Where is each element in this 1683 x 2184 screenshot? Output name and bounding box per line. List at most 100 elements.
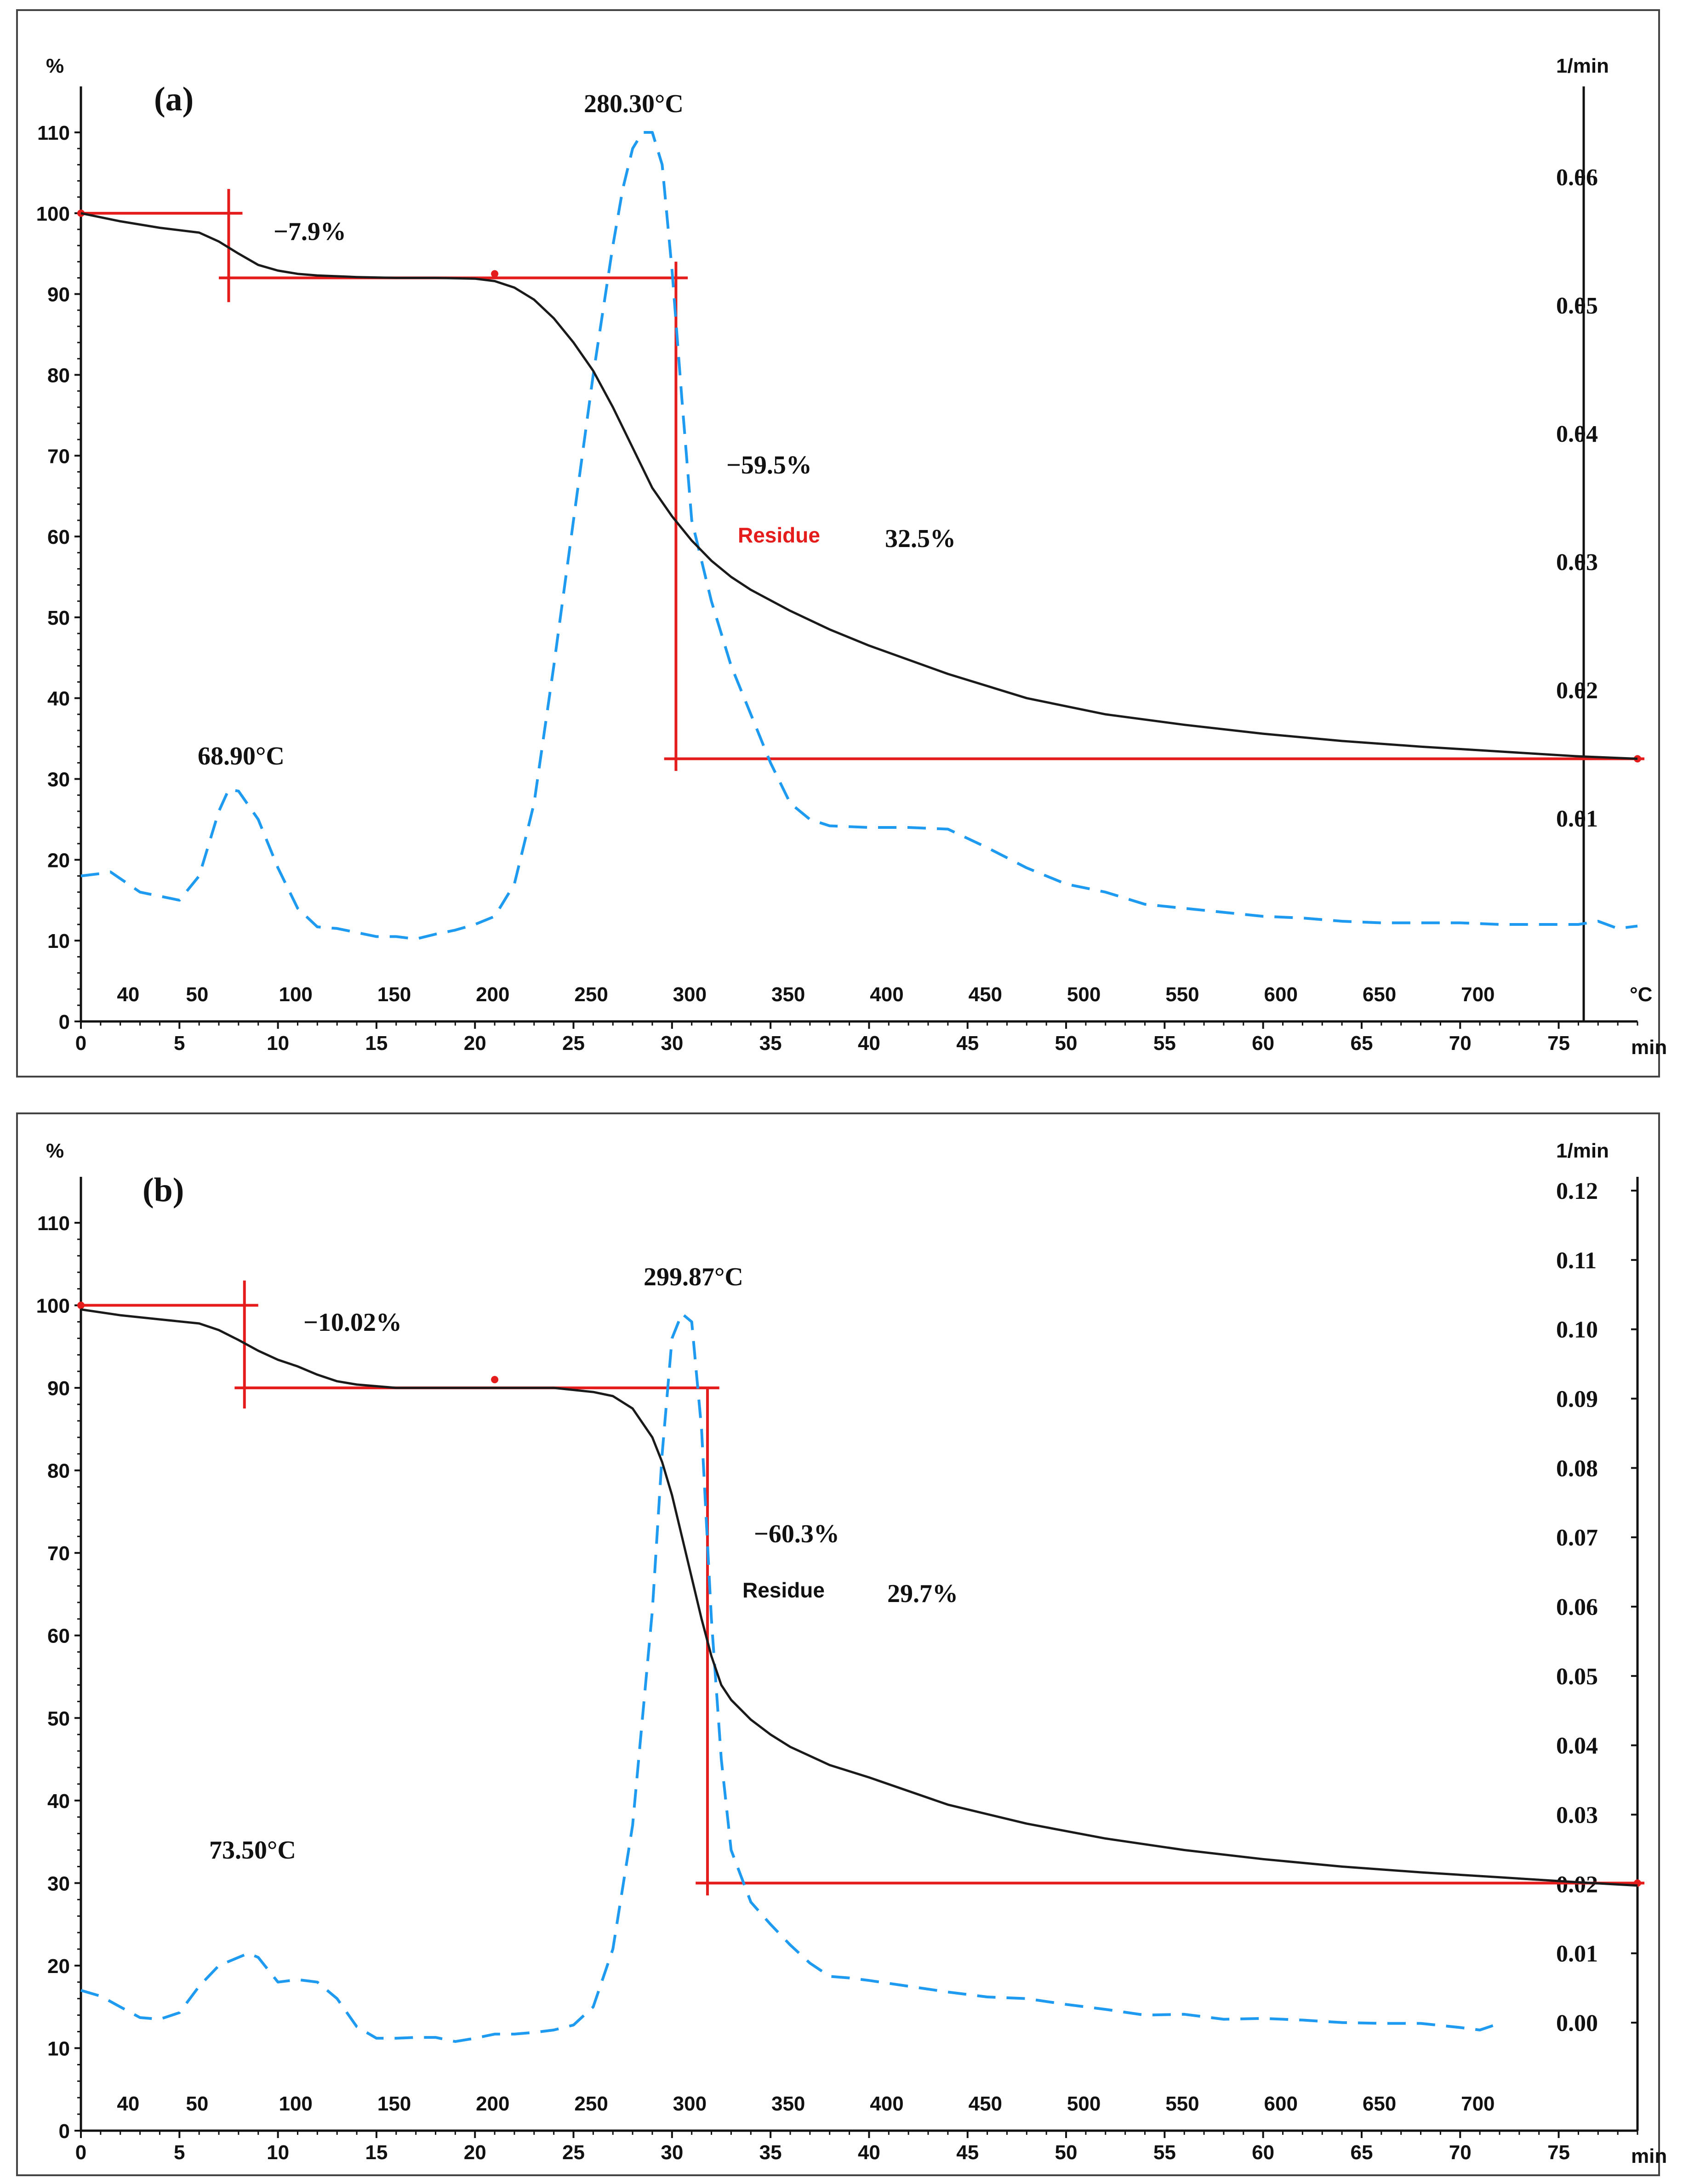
panel-b-temp-tick-label: 400 xyxy=(870,2093,903,2115)
panel-a-temp-tick-label: 300 xyxy=(673,983,707,1006)
panel-b-temp-tick-label: 650 xyxy=(1363,2093,1396,2115)
panel-a-time-tick-label: 25 xyxy=(562,1032,585,1055)
panel-b-time-tick-label: 60 xyxy=(1252,2141,1274,2164)
panel-a-temp-tick-label: 350 xyxy=(771,983,805,1006)
panel-a-time-tick-label: 60 xyxy=(1252,1032,1274,1055)
panel-a-temp-tick-label: 700 xyxy=(1461,983,1495,1006)
panel-a-step-marker xyxy=(491,270,499,278)
panel-b-time-ticks: 0 5 10 15 20 25 30 35 40 45 50 55 60 65 70 75 xyxy=(75,2131,1638,2164)
panel-b-left-tick-label: 20 xyxy=(47,1955,70,1978)
panel-a-time-tick-label: 55 xyxy=(1153,1032,1176,1055)
panel-b-peak1-label: 73.50°C xyxy=(209,1836,296,1865)
panel-a-residue-label: Residue xyxy=(738,523,820,547)
panel-b-right-tick-label: 0.01 xyxy=(1556,1941,1598,1967)
panel-a-temp-tick-label: 450 xyxy=(969,983,1002,1006)
panel-a-temp-tick-label: 550 xyxy=(1165,983,1199,1006)
panel-a-left-unit: % xyxy=(46,55,64,77)
panel-a-right-tick-label: 0.04 xyxy=(1556,421,1598,447)
panel-a-time-tick-label: 0 xyxy=(75,1032,86,1055)
panel-b-right-tick-label: 0.06 xyxy=(1556,1594,1598,1620)
panel-a-time-tick-label: 70 xyxy=(1449,1032,1472,1055)
panel-b-left-tick-label: 60 xyxy=(47,1625,70,1648)
panel-b-left-tick-label: 90 xyxy=(47,1377,70,1400)
panel-b-axes xyxy=(80,1177,1639,2132)
panel-a-temp-tick-label: 400 xyxy=(870,983,903,1006)
panel-a-left-tick-label: 50 xyxy=(47,607,70,629)
panel-b-right-ticks: 0.00 0.01 0.02 0.03 0.04 0.05 0.06 0.07 0.08 0.09… xyxy=(1556,1178,1637,2036)
panel-a-left-tick-label: 70 xyxy=(47,445,70,468)
panel-a-left-tick-label: 40 xyxy=(47,688,70,710)
panel-b-right-tick-label: 0.05 xyxy=(1556,1664,1598,1690)
panel-a-time-tick-label: 50 xyxy=(1055,1032,1078,1055)
panel-b-left-ticks: 0 10 20 30 40 50 60 70 80 90 100 110 xyxy=(36,1212,81,2143)
panel-a-time-ticks: 0 5 10 15 20 25 30 35 40 45 50 55 60 65 70 75 xyxy=(75,1021,1638,1055)
panel-a-temp-tick-label: 100 xyxy=(279,983,312,1006)
panel-a-border xyxy=(16,9,1660,1078)
panel-b-temp-tick-label: 50 xyxy=(186,2093,208,2115)
panel-b-left-tick-label: 50 xyxy=(47,1707,70,1730)
panel-b-tga-line xyxy=(80,1308,1638,1887)
panel-b-loss2-label: −60.3% xyxy=(754,1520,839,1548)
panel-a-left-tick-label: 80 xyxy=(47,364,70,387)
panel-b-border xyxy=(16,1112,1660,2176)
panel-b-temp-tick-label: 450 xyxy=(969,2093,1002,2115)
panel-a-temp-tick-label: 650 xyxy=(1363,983,1396,1006)
panel-b-step-marker xyxy=(77,1301,85,1309)
panel-a-temp-unit: °C xyxy=(1630,983,1652,1006)
panel-a-right-tick-label: 0.03 xyxy=(1556,549,1598,576)
panel-b-left-tick-label: 80 xyxy=(47,1460,70,1483)
panel-a-time-tick-label: 15 xyxy=(365,1032,388,1055)
panel-b-left-tick-label: 40 xyxy=(47,1790,70,1813)
panel-a-temp-tick-label: 50 xyxy=(186,983,208,1006)
panel-a-time-tick-label: 45 xyxy=(956,1032,979,1055)
panel-b-residue-label: Residue xyxy=(742,1578,825,1602)
panel-b-left-tick-label: 70 xyxy=(47,1542,70,1565)
panel-b-time-tick-label: 45 xyxy=(956,2141,979,2164)
panel-b-right-tick-label: 0.07 xyxy=(1556,1525,1598,1551)
panel-b-time-tick-label: 70 xyxy=(1449,2141,1472,2164)
panel-b-loss1-label: −10.02% xyxy=(303,1308,402,1337)
panel-a-time-tick-label: 30 xyxy=(661,1032,683,1055)
panel-a-label: (a) xyxy=(154,80,194,118)
panel-b-right-tick-label: 0.09 xyxy=(1556,1386,1598,1413)
panel-b-peak2-label: 299.87°C xyxy=(644,1263,743,1291)
panel-b-right-tick-label: 0.03 xyxy=(1556,1802,1598,1829)
panel-a-left-tick-label: 20 xyxy=(47,849,70,872)
panel-b-temp-tick-label: 40 xyxy=(117,2093,139,2115)
panel-a-time-unit: min xyxy=(1631,1036,1667,1059)
panel-a-temp-tick-label: 40 xyxy=(117,983,139,1006)
panel-b-residue-value: 29.7% xyxy=(887,1580,958,1608)
panel-a-left-tick-label: 100 xyxy=(36,203,70,225)
panel-a-right-tick-label: 0.06 xyxy=(1556,165,1598,191)
panel-b-time-tick-label: 15 xyxy=(365,2141,388,2164)
panel-a-left-tick-label: 60 xyxy=(47,526,70,548)
panel-a-time-tick-label: 20 xyxy=(464,1032,486,1055)
panel-b-time-tick-label: 0 xyxy=(75,2141,86,2164)
panel-a-time-tick-label: 40 xyxy=(858,1032,880,1055)
panel-b-temp-tick-label: 300 xyxy=(673,2093,707,2115)
panel-b-time-unit: min xyxy=(1631,2145,1667,2167)
panel-a-temp-tick-label: 600 xyxy=(1264,983,1298,1006)
panel-b-temp-tick-label: 200 xyxy=(476,2093,509,2115)
panel-a-temp-ticks: 40 50 100 150 200 250 300 350 400 450 500 550 600 650… xyxy=(117,983,1495,1006)
panel-b-left-tick-label: 0 xyxy=(59,2120,70,2143)
panel-a-right-tick-label: 0.01 xyxy=(1556,806,1598,832)
panel-b-right-tick-label: 0.00 xyxy=(1556,2010,1598,2036)
panel-a-left-tick-label: 10 xyxy=(47,930,70,952)
panel-b-left-tick-label: 30 xyxy=(47,1872,70,1895)
panel-b-time-tick-label: 40 xyxy=(858,2141,880,2164)
panel-b-time-tick-label: 20 xyxy=(464,2141,486,2164)
panel-b-temp-tick-label: 700 xyxy=(1461,2093,1495,2115)
panel-a-left-tick-label: 30 xyxy=(47,769,70,791)
panel-b: (b) % 1/min min 010203040506070809010011… xyxy=(16,1112,1667,2176)
panel-b-temp-tick-label: 150 xyxy=(377,2093,411,2115)
panel-a-axes xyxy=(80,86,1637,1023)
panel-a-left-tick-label: 110 xyxy=(37,122,70,144)
panel-b-time-tick-label: 25 xyxy=(562,2141,585,2164)
panel-a-time-tick-label: 75 xyxy=(1547,1032,1570,1055)
panel-a-time-tick-label: 35 xyxy=(759,1032,782,1055)
panel-b-left-unit: % xyxy=(46,1140,64,1162)
panel-b-right-tick-label: 0.10 xyxy=(1556,1317,1598,1343)
panel-b-time-tick-label: 10 xyxy=(267,2141,289,2164)
